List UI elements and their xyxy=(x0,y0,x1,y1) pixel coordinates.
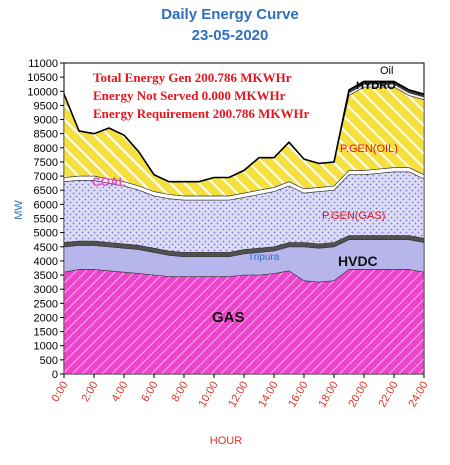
x-tick-label: 18:00 xyxy=(316,380,340,410)
label-tripura: Tripura xyxy=(248,252,280,263)
y-tick-label: 5500 xyxy=(34,214,58,226)
x-tick-label: 6:00 xyxy=(139,380,160,405)
y-tick-label: 9000 xyxy=(34,115,58,127)
annotation-energy-requirement: Energy Requirement 200.786 MKWHr xyxy=(93,106,310,121)
total-demand-line xyxy=(63,80,425,183)
chart-title: Daily Energy Curve xyxy=(161,6,299,23)
label-oil: Oil xyxy=(380,65,393,77)
y-tick-label: 8000 xyxy=(34,143,58,155)
y-tick-label: 2500 xyxy=(34,298,58,310)
y-tick-label: 6500 xyxy=(34,185,58,197)
label-pgen-oil: P.GEN(OIL) xyxy=(340,143,398,155)
y-tick-label: 4000 xyxy=(34,256,58,268)
y-tick-label: 0 xyxy=(52,369,58,381)
x-tick-label: 24:00 xyxy=(406,380,430,410)
x-tick-label: 2:00 xyxy=(79,380,100,405)
chart-subtitle: 23-05-2020 xyxy=(192,27,269,44)
series-areas xyxy=(63,80,425,375)
y-tick-label: 10000 xyxy=(27,86,58,98)
x-tick-label: 4:00 xyxy=(109,380,130,405)
y-tick-label: 2000 xyxy=(34,312,58,324)
y-tick-label: 7500 xyxy=(34,157,58,169)
annotation-energy-not-served: Energy Not Served 0.000 MKWHr xyxy=(93,88,286,103)
label-pgen-gas: P.GEN(GAS) xyxy=(322,210,385,222)
x-tick-label: 12:00 xyxy=(226,380,250,410)
x-axis: 0:00 2:00 4:00 6:00 8:00 10:00 12:00 14:00 16:00… xyxy=(49,374,431,410)
y-tick-label: 1500 xyxy=(34,327,58,339)
y-tick-label: 6000 xyxy=(34,199,58,211)
x-tick-label: 16:00 xyxy=(286,380,310,410)
label-hvdc: HVDC xyxy=(338,253,378,269)
x-tick-label: 20:00 xyxy=(346,380,370,410)
x-tick-label: 10:00 xyxy=(196,380,220,410)
y-tick-label: 1000 xyxy=(34,341,58,353)
y-tick-label: 7000 xyxy=(34,171,58,183)
y-tick-label: 4500 xyxy=(34,242,58,254)
y-tick-label: 3500 xyxy=(34,270,58,282)
label-gas: GAS xyxy=(212,309,245,326)
label-hydro: HYDRO xyxy=(356,80,396,92)
label-coal: COAL xyxy=(92,175,126,189)
y-tick-label: 8500 xyxy=(34,129,58,141)
y-axis: 0 500 1000 1500 2000 2500 3000 3500 4000 4500 5000… xyxy=(27,58,64,381)
x-tick-label: 0:00 xyxy=(49,380,70,405)
x-axis-label: HOUR xyxy=(210,435,242,447)
x-tick-label: 22:00 xyxy=(376,380,400,410)
y-tick-label: 9500 xyxy=(34,100,58,112)
y-tick-label: 5000 xyxy=(34,228,58,240)
y-tick-label: 11000 xyxy=(28,58,58,70)
y-axis-label: MW xyxy=(13,200,25,220)
y-tick-label: 3000 xyxy=(34,284,58,296)
annotation-total-energy: Total Energy Gen 200.786 MKWHr xyxy=(93,70,292,85)
x-tick-label: 8:00 xyxy=(169,380,190,405)
y-tick-label: 10500 xyxy=(27,72,58,84)
x-tick-label: 14:00 xyxy=(256,380,280,410)
y-tick-label: 500 xyxy=(40,355,58,367)
